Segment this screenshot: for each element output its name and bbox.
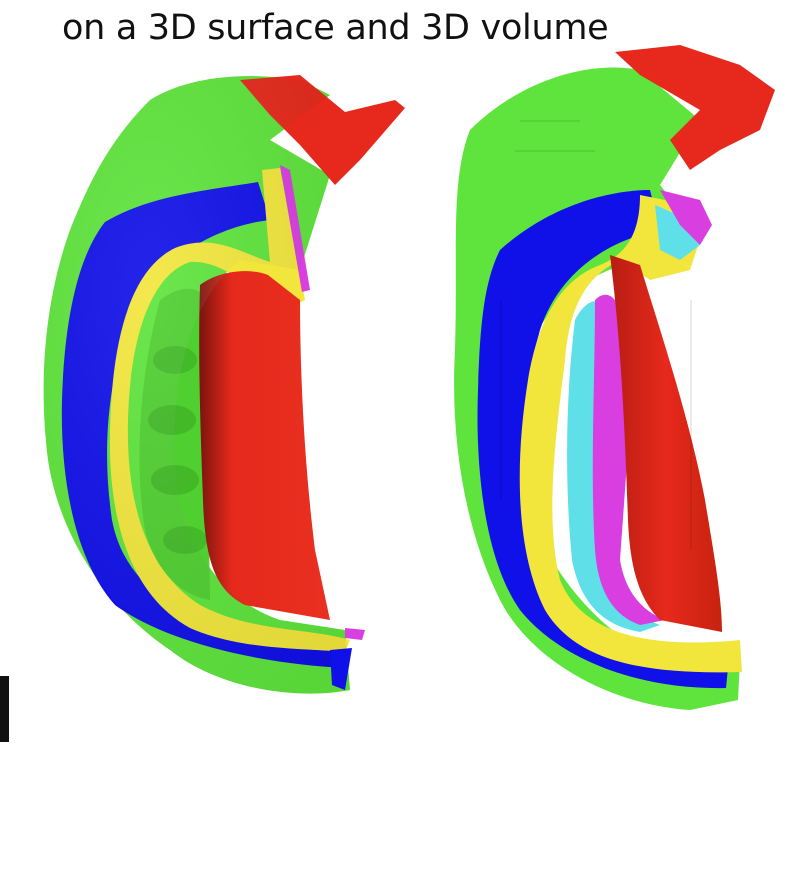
partial-letter-fragment [0,676,9,742]
volume-red-top [615,45,775,170]
volume-red-region [610,255,722,632]
volume-model [454,45,775,710]
surface-model [43,75,405,694]
surface-red-region [199,271,330,620]
surface-yellow-region [109,168,350,652]
volume-magenta-region [660,190,712,245]
caption-title: on a 3D surface and 3D volume [62,8,609,48]
volume-blue-region [477,190,728,689]
volume-cyan-region [655,205,700,260]
